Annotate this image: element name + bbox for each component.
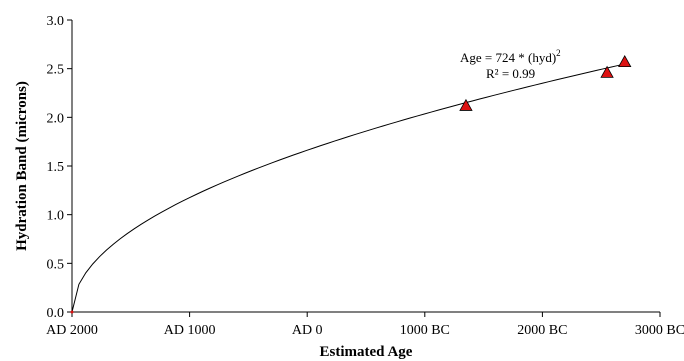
y-axis-title: Hydration Band (microns) xyxy=(14,81,30,251)
y-tick-label: 3.0 xyxy=(47,14,65,29)
data-point xyxy=(618,55,632,68)
data-point xyxy=(600,65,614,78)
y-tick-label: 1.0 xyxy=(47,209,65,224)
x-tick-label: 2000 BC xyxy=(517,323,567,338)
trendline-equation: Age = 724 * (hyd)2 xyxy=(460,48,561,65)
trendline-curve xyxy=(71,63,625,313)
x-tick-label: AD 1000 xyxy=(164,323,216,338)
trendline-equation-text: Age = 724 * (hyd) xyxy=(460,50,556,65)
trendline-equation-exponent: 2 xyxy=(556,48,561,58)
origin-point xyxy=(70,310,74,314)
x-tick-label: AD 2000 xyxy=(46,323,98,338)
x-ticks: AD 2000 AD 1000 AD 0 1000 BC 2000 BC 3000 BC xyxy=(46,312,684,338)
axes xyxy=(71,20,660,313)
trendline-r2: R² = 0.99 xyxy=(486,66,535,81)
data-points xyxy=(70,55,632,314)
x-axis-title: Estimated Age xyxy=(320,344,413,360)
y-tick-label: 0.5 xyxy=(47,257,65,272)
x-tick-label: AD 0 xyxy=(292,323,323,338)
y-tick-label: 2.0 xyxy=(47,111,65,126)
data-point xyxy=(459,98,473,111)
y-tick-label: 2.5 xyxy=(47,63,65,78)
x-tick-label: 3000 BC xyxy=(635,323,684,338)
y-ticks: 0.0 0.5 1.0 1.5 2.0 2.5 3.0 xyxy=(47,14,72,321)
y-tick-label: 0.0 xyxy=(47,306,65,321)
y-tick-label: 1.5 xyxy=(47,160,65,175)
x-tick-label: 1000 BC xyxy=(400,323,450,338)
